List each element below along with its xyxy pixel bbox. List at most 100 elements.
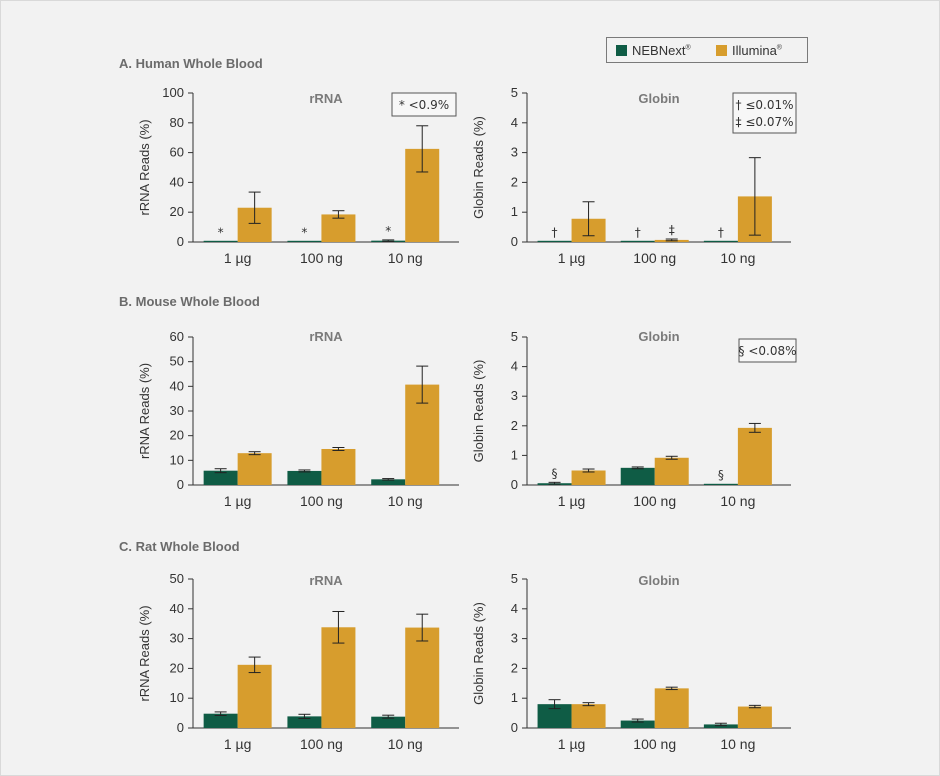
y-tick-label: 5 (511, 571, 518, 586)
bar-nebnext (287, 240, 322, 242)
bar-nebnext (287, 716, 322, 728)
annotation-text: ‡ ≤0.07% (736, 115, 794, 129)
y-tick-label: 0 (177, 720, 184, 735)
bar-illumina (321, 214, 356, 242)
x-tick-label: 10 ng (388, 493, 423, 509)
x-tick-label: 10 ng (720, 250, 755, 266)
y-tick-label: 60 (170, 145, 184, 160)
x-tick-label: 100 ng (633, 493, 676, 509)
y-tick-label: 50 (170, 571, 184, 586)
legend-mark-illumina: ® (776, 44, 782, 52)
x-tick-label: 100 ng (300, 250, 343, 266)
bar-nebnext (620, 240, 655, 242)
panel-title: Globin (638, 329, 679, 344)
y-tick-label: 10 (170, 452, 184, 467)
y-tick-label: 2 (511, 418, 518, 433)
significance-marker: * (301, 226, 307, 240)
significance-marker: † (718, 226, 724, 240)
section-title: B. Mouse Whole Blood (119, 294, 260, 309)
bar-nebnext (703, 483, 738, 485)
x-tick-label: 10 ng (720, 736, 755, 752)
x-tick-label: 100 ng (300, 736, 343, 752)
x-tick-label: 10 ng (388, 736, 423, 752)
x-tick-label: 1 µg (558, 736, 586, 752)
bar-illumina (654, 688, 689, 728)
legend: NEBNext ® Illumina® (606, 37, 808, 63)
annotation-text: * <0.9% (399, 98, 449, 112)
y-axis-label: rRNA Reads (%) (137, 363, 152, 459)
bar-illumina (321, 448, 356, 485)
annotation-text: † ≤0.01% (736, 98, 794, 112)
y-tick-label: 40 (170, 601, 184, 616)
annotation-box (391, 92, 457, 117)
x-tick-label: 100 ng (300, 493, 343, 509)
bar-nebnext (703, 724, 738, 728)
legend-item-illumina: Illumina® (716, 43, 782, 58)
y-tick-label: 30 (170, 631, 184, 646)
y-tick-label: 4 (511, 359, 518, 374)
y-tick-label: 4 (511, 601, 518, 616)
x-tick-label: 1 µg (224, 736, 252, 752)
x-tick-label: 1 µg (224, 250, 252, 266)
y-tick-label: 1 (511, 447, 518, 462)
y-tick-label: 40 (170, 378, 184, 393)
y-tick-label: 2 (511, 174, 518, 189)
bar-nebnext (620, 720, 655, 728)
y-tick-label: 5 (511, 329, 518, 344)
annotation-box (732, 92, 797, 134)
y-tick-label: 0 (177, 477, 184, 492)
significance-marker: * (385, 224, 391, 238)
x-tick-label: 100 ng (633, 736, 676, 752)
y-tick-label: 30 (170, 403, 184, 418)
y-tick-label: 0 (177, 234, 184, 249)
panel-title: rRNA (309, 91, 343, 106)
bar-illumina (654, 457, 689, 485)
legend-swatch-illumina (716, 45, 727, 56)
significance-marker: § (552, 466, 558, 480)
significance-marker: † (552, 226, 558, 240)
panel-title: Globin (638, 573, 679, 588)
x-tick-label: 1 µg (558, 250, 586, 266)
panel-title: Globin (638, 91, 679, 106)
y-tick-label: 10 (170, 690, 184, 705)
significance-marker: * (218, 226, 224, 240)
bar-nebnext (287, 470, 322, 485)
y-tick-label: 0 (511, 234, 518, 249)
y-tick-label: 4 (511, 115, 518, 130)
bar-nebnext (537, 704, 572, 728)
y-tick-label: 20 (170, 428, 184, 443)
y-tick-label: 100 (162, 85, 184, 100)
bar-illumina (237, 453, 272, 485)
bar-illumina (321, 627, 356, 728)
y-tick-label: 2 (511, 660, 518, 675)
y-axis-label: rRNA Reads (%) (137, 605, 152, 701)
bar-illumina (405, 627, 440, 728)
section-title: A. Human Whole Blood (119, 56, 263, 71)
significance-marker: § (718, 468, 724, 482)
y-tick-label: 0 (511, 477, 518, 492)
y-axis-label: rRNA Reads (%) (137, 119, 152, 215)
bar-illumina (737, 706, 772, 728)
panel-title: rRNA (309, 329, 343, 344)
bar-nebnext (371, 479, 406, 485)
y-tick-label: 20 (170, 660, 184, 675)
bar-illumina (737, 427, 772, 485)
section-title: C. Rat Whole Blood (119, 539, 240, 554)
bar-illumina (571, 704, 606, 728)
legend-label-nebnext: NEBNext (632, 43, 686, 58)
significance-marker: † (635, 226, 641, 240)
y-tick-label: 3 (511, 631, 518, 646)
annotation-box (738, 338, 797, 363)
bar-illumina (571, 470, 606, 485)
y-axis-label: Globin Reads (%) (471, 360, 486, 463)
bar-illumina (237, 664, 272, 728)
bar-nebnext (203, 713, 238, 728)
bar-nebnext (620, 467, 655, 485)
bar-nebnext (371, 716, 406, 728)
legend-label-illumina: Illumina (732, 43, 777, 58)
y-tick-label: 5 (511, 85, 518, 100)
bar-nebnext (537, 240, 572, 242)
y-tick-label: 40 (170, 174, 184, 189)
